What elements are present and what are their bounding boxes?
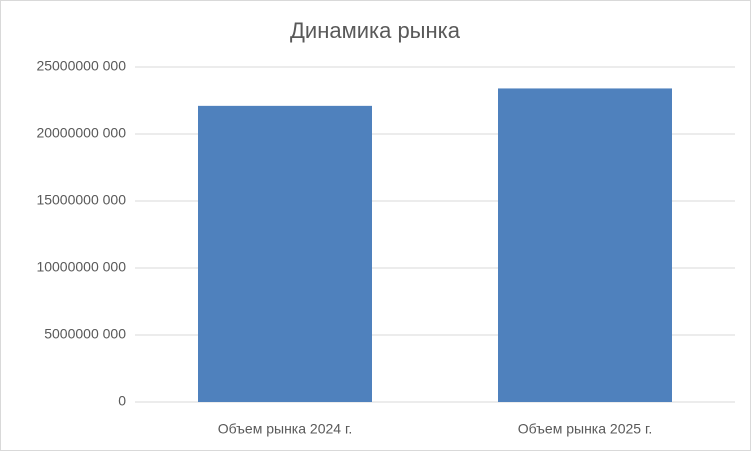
x-tick-label: Объем рынка 2024 г. xyxy=(218,421,353,437)
bar xyxy=(498,88,672,402)
chart-title: Динамика рынка xyxy=(290,18,461,43)
y-tick-label: 10000000 000 xyxy=(36,259,126,275)
y-tick-label: 5000000 000 xyxy=(44,326,126,342)
y-tick-label: 15000000 000 xyxy=(36,192,126,208)
y-tick-label: 25000000 000 xyxy=(36,58,126,74)
bar xyxy=(198,105,372,403)
y-tick-label: 20000000 000 xyxy=(36,125,126,141)
x-tick-label: Объем рынка 2025 г. xyxy=(518,421,653,437)
y-tick-label: 0 xyxy=(118,393,126,409)
